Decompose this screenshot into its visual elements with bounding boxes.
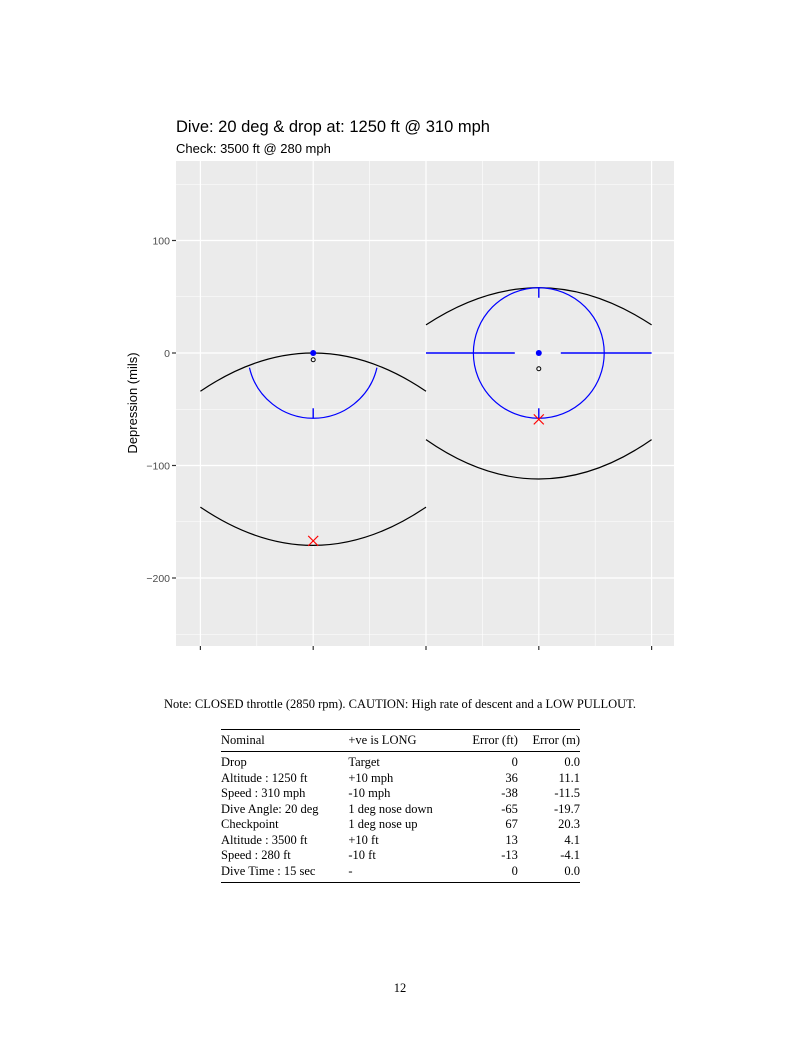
col-direction: +ve is LONG [348, 729, 459, 752]
cell-error-ft: 0 [511, 755, 518, 769]
cell-error-m: 20.3 [558, 817, 580, 831]
cell-direction: +10 ft [348, 832, 379, 847]
aim-point [310, 350, 317, 356]
cell-error-ft: 0 [511, 863, 518, 878]
cell-nominal: Altitude : 3500 ft [221, 832, 308, 847]
open-point [310, 357, 316, 363]
cell-nominal: Speed : 280 ft [221, 848, 291, 862]
col-error-m: Error (m) [517, 729, 580, 752]
cell-error-m: 11.1 [558, 770, 580, 785]
cell-error-m: -11.5 [554, 786, 580, 800]
cell-direction: 1 deg nose up [348, 817, 418, 831]
table-row: Dive Angle: 20 deg 1 deg nose down -65 -19.… [221, 802, 580, 818]
y-axis-label: Depression (mils) [125, 352, 140, 453]
plot-panel [176, 161, 674, 646]
cell-error-m: -19.7 [553, 801, 580, 816]
cell-direction: 1 deg nose down [348, 801, 433, 816]
grid [176, 161, 674, 646]
cell-error-ft: 67 [505, 817, 518, 831]
cell-error-m: 0.0 [564, 863, 580, 878]
table-row: Altitude : 1250 ft +10 mph 36 11.1 [221, 771, 580, 787]
table-row: Checkpoint 1 deg nose up 67 20.3 [221, 817, 580, 833]
cell-nominal: Checkpoint [221, 817, 279, 831]
cell-error-m: 4.1 [564, 832, 580, 847]
cell-direction: -10 mph [348, 786, 391, 800]
y-tick-label: 0 [164, 348, 170, 360]
cell-error-ft: -65 [501, 801, 518, 816]
cell-nominal: Speed : 310 mph [221, 786, 306, 800]
cell-error-ft: -38 [501, 786, 518, 800]
table-row: Speed : 280 ft -10 ft -13 -4.1 [221, 848, 580, 864]
cell-direction: -10 ft [348, 848, 376, 862]
note: Note: CLOSED throttle (2850 rpm). CAUTIO… [163, 697, 636, 711]
table-row: Altitude : 3500 ft +10 ft 13 4.1 [221, 833, 580, 849]
impact-marker [307, 535, 319, 547]
cell-error-ft: -13 [501, 848, 518, 862]
axes: 100 0 −100 −200 [146, 236, 653, 650]
cell-direction: - [348, 863, 353, 878]
cell-direction: +10 mph [348, 770, 394, 785]
cell-nominal: Dive Angle: 20 deg [221, 801, 319, 816]
impact-marker [533, 413, 545, 425]
y-tick-label: 100 [152, 236, 170, 248]
chart-subtitle: Check: 3500 ft @ 280 mph [176, 141, 331, 156]
cell-error-m: 0.0 [564, 755, 580, 769]
table-row: Speed : 310 mph -10 mph -38 -11.5 [221, 786, 580, 802]
page-number: 12 [393, 981, 407, 995]
range-arc [425, 439, 652, 480]
col-nominal: Nominal [221, 729, 349, 752]
cell-direction: Target [348, 755, 380, 769]
chart-marks [200, 287, 652, 547]
cell-error-ft: 36 [505, 770, 518, 785]
chart-title: Dive: 20 deg & drop at: 1250 ft @ 310 mp… [176, 118, 490, 136]
table-row: Drop Target 0 0.0 [221, 752, 580, 771]
table-row: Dive Time : 15 sec - 0 0.0 [221, 864, 580, 883]
sight-chart: Dive: 20 deg & drop at: 1250 ft @ 310 mp… [125, 118, 674, 650]
cell-error-ft: 13 [505, 832, 518, 847]
cell-nominal: Altitude : 1250 ft [221, 770, 308, 785]
cell-error-m: -4.1 [560, 848, 580, 862]
cell-nominal: Drop [221, 755, 247, 769]
open-point [536, 366, 542, 372]
range-arc [200, 506, 427, 546]
y-tick-label: −100 [146, 461, 170, 473]
col-error-ft: Error (ft) [458, 729, 518, 752]
y-tick-label: −200 [146, 573, 170, 585]
cell-nominal: Dive Time : 15 sec [221, 863, 316, 878]
table-header-row: Nominal +ve is LONG Error (ft) Error (m) [221, 729, 580, 752]
error-table: Nominal +ve is LONG Error (ft) Error (m)… [221, 729, 580, 883]
aim-point [535, 350, 542, 356]
